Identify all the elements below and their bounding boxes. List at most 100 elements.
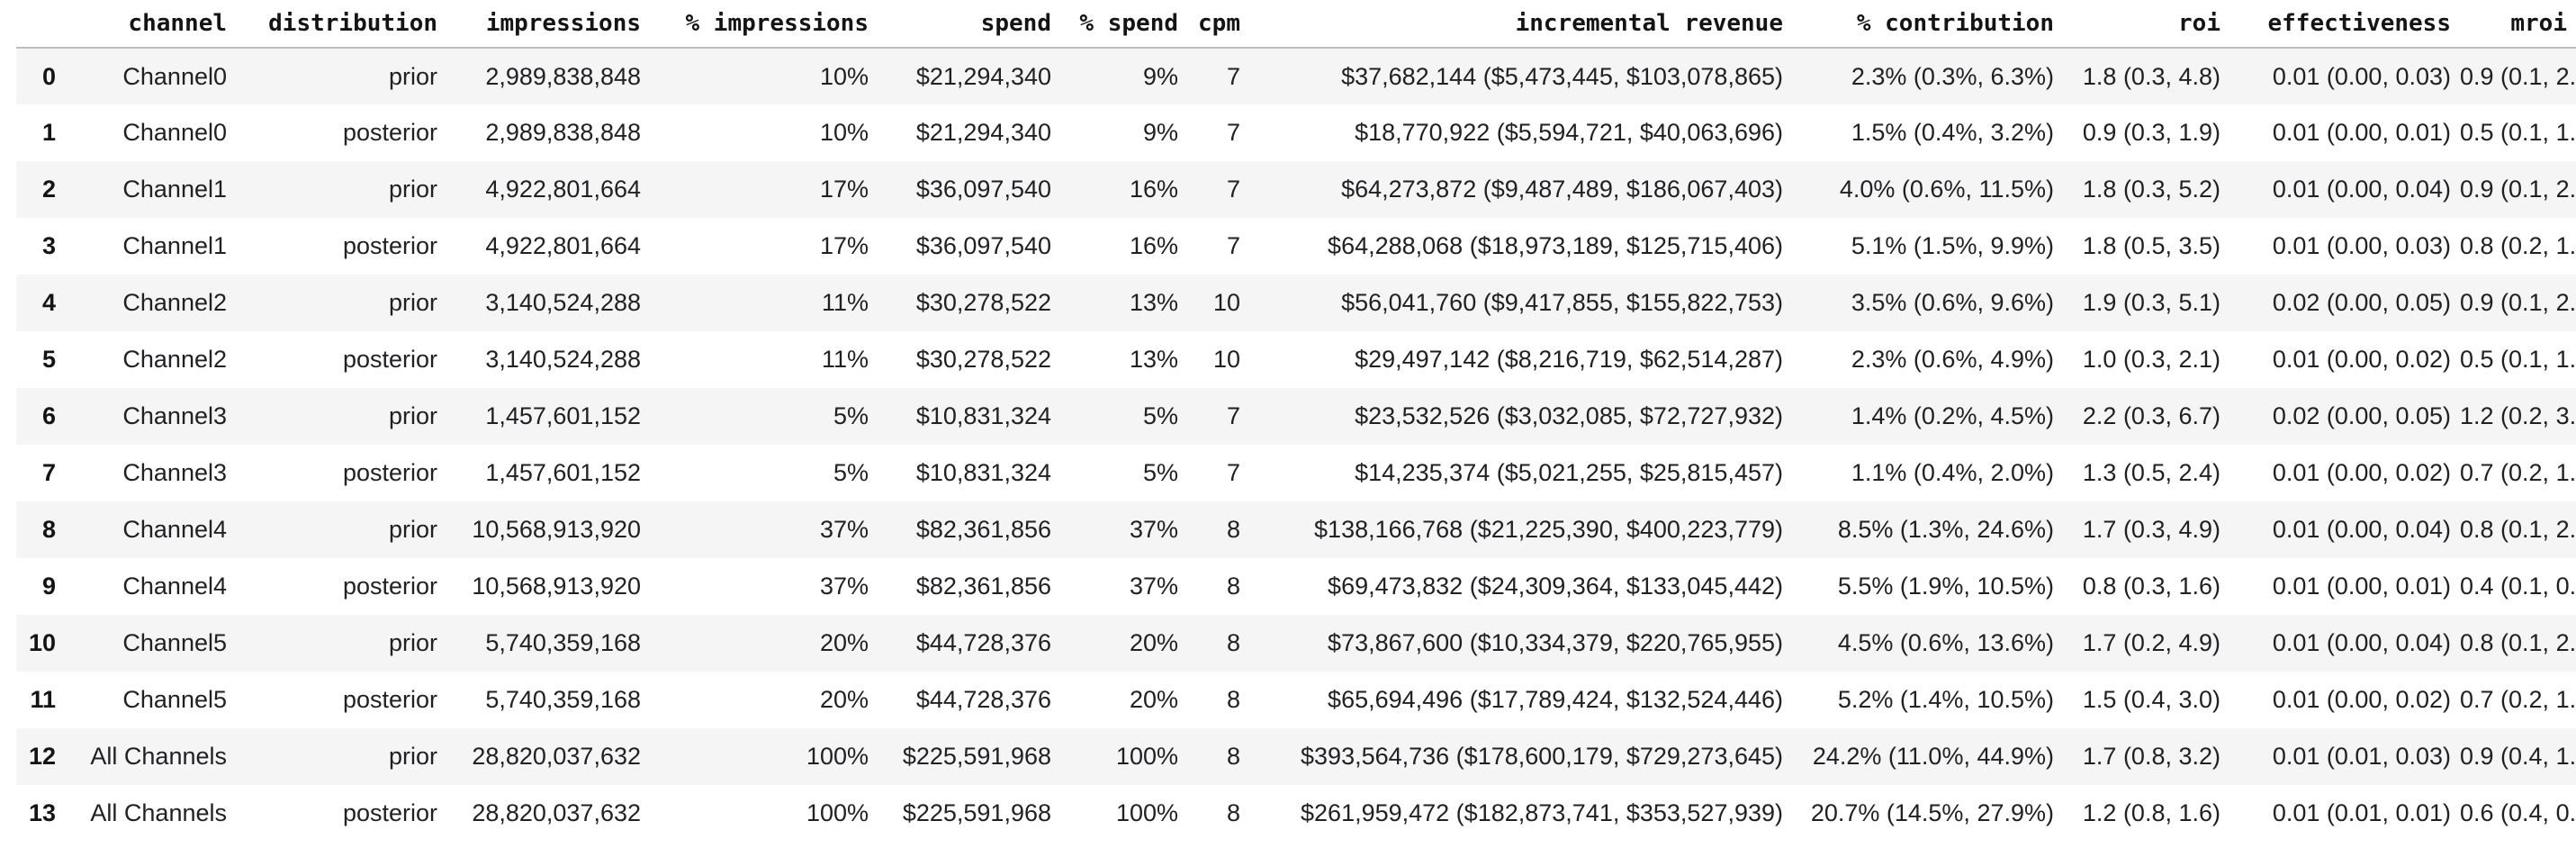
cell-effectiveness: 0.01 (0.00, 0.04) [2272, 516, 2451, 543]
cell-incremental-revenue: $73,867,600 ($10,334,379, $220,765,955) [1328, 629, 1783, 656]
column-header-cpm: cpm [1187, 0, 1249, 49]
cell-impressions: 10,568,913,920 [472, 516, 641, 543]
row-index: 3 [41, 232, 56, 259]
row-index: 4 [41, 289, 56, 316]
table-row: 9 Channel4 posterior 10,568,913,920 37% $82,3… [16, 558, 2576, 615]
cell-cpm: 7 [1226, 119, 1240, 146]
cell-pct-spend: 16% [1129, 232, 1178, 259]
cell-mroi: 0.9 (0.1, 2.7) [2460, 176, 2576, 203]
cell-distribution: prior [388, 629, 437, 656]
cell-pct-contribution: 2.3% (0.3%, 6.3%) [1851, 62, 2054, 90]
cell-mroi: 1.2 (0.2, 3.6) [2460, 402, 2576, 429]
cell-pct-contribution: 1.5% (0.4%, 3.2%) [1851, 119, 2054, 146]
cell-pct-impressions: 10% [819, 119, 869, 146]
cell-incremental-revenue: $64,288,068 ($18,973,189, $125,715,406) [1328, 232, 1783, 259]
cell-pct-contribution: 1.4% (0.2%, 4.5%) [1851, 402, 2054, 429]
table-row: 12 All Channels prior 28,820,037,632 100% $22… [16, 728, 2576, 785]
cell-impressions: 4,922,801,664 [485, 176, 641, 203]
cell-pct-contribution: 24.2% (11.0%, 44.9%) [1812, 743, 2054, 770]
cell-spend: $36,097,540 [915, 176, 1051, 203]
cell-impressions: 10,568,913,920 [472, 573, 641, 600]
cell-spend: $10,831,324 [915, 459, 1051, 486]
cell-pct-spend: 20% [1129, 686, 1178, 713]
cell-pct-spend: 13% [1129, 289, 1178, 316]
cell-impressions: 5,740,359,168 [485, 629, 641, 656]
cell-roi: 1.7 (0.2, 4.9) [2082, 629, 2220, 656]
cell-pct-impressions: 20% [819, 686, 869, 713]
cell-channel: Channel2 [122, 346, 227, 373]
cell-cpm: 7 [1226, 232, 1240, 259]
cell-mroi: 0.5 (0.1, 1.1) [2460, 346, 2576, 373]
cell-distribution: prior [388, 516, 437, 543]
table-row: 11 Channel5 posterior 5,740,359,168 20% $44,7… [16, 672, 2576, 728]
cell-effectiveness: 0.01 (0.01, 0.03) [2272, 743, 2451, 770]
cell-spend: $30,278,522 [915, 289, 1051, 316]
cell-pct-spend: 100% [1115, 799, 1178, 826]
cell-impressions: 5,740,359,168 [485, 686, 641, 713]
cell-cpm: 8 [1226, 516, 1240, 543]
row-index: 12 [28, 743, 56, 770]
cell-channel: Channel5 [122, 686, 227, 713]
cell-distribution: posterior [342, 799, 437, 826]
column-header-index [16, 0, 65, 49]
cell-spend: $21,294,340 [915, 62, 1051, 90]
cell-channel: Channel2 [122, 289, 227, 316]
cell-pct-contribution: 4.0% (0.6%, 11.5%) [1839, 176, 2054, 203]
cell-pct-impressions: 37% [819, 573, 869, 600]
cell-pct-spend: 20% [1129, 629, 1178, 656]
cell-effectiveness: 0.01 (0.01, 0.01) [2272, 799, 2451, 826]
cell-spend: $21,294,340 [915, 119, 1051, 146]
cell-incremental-revenue: $14,235,374 ($5,021,255, $25,815,457) [1355, 459, 1783, 486]
cell-effectiveness: 0.01 (0.00, 0.04) [2272, 629, 2451, 656]
cell-pct-spend: 37% [1129, 516, 1178, 543]
row-index: 0 [41, 62, 56, 90]
row-index: 8 [41, 516, 56, 543]
cell-pct-contribution: 5.2% (1.4%, 10.5%) [1837, 686, 2054, 713]
cell-spend: $10,831,324 [915, 402, 1051, 429]
cell-impressions: 28,820,037,632 [472, 799, 641, 826]
table-row: 0 Channel0 prior 2,989,838,848 10% $21,294,34… [16, 48, 2576, 104]
cell-incremental-revenue: $65,694,496 ($17,789,424, $132,524,446) [1328, 686, 1783, 713]
row-index: 13 [28, 799, 56, 826]
cell-channel: Channel3 [122, 459, 227, 486]
cell-pct-spend: 16% [1129, 176, 1178, 203]
cell-pct-impressions: 10% [819, 62, 869, 90]
cell-effectiveness: 0.01 (0.00, 0.01) [2272, 119, 2451, 146]
cell-mroi: 0.8 (0.1, 2.4) [2460, 516, 2576, 543]
cell-pct-impressions: 11% [821, 346, 869, 373]
cell-distribution: posterior [342, 459, 437, 486]
row-index: 11 [30, 686, 56, 713]
cell-mroi: 0.8 (0.2, 1.7) [2460, 232, 2576, 259]
cell-channel: Channel4 [122, 573, 227, 600]
cell-spend: $225,591,968 [902, 743, 1051, 770]
table-row: 13 All Channels posterior 28,820,037,632 100… [16, 785, 2576, 842]
table-row: 4 Channel2 prior 3,140,524,288 11% $30,278,52… [16, 275, 2576, 331]
cell-cpm: 10 [1212, 289, 1240, 316]
table-row: 5 Channel2 posterior 3,140,524,288 11% $30,27… [16, 331, 2576, 388]
cell-mroi: 0.9 (0.1, 2.6) [2460, 62, 2576, 90]
cell-roi: 1.9 (0.3, 5.1) [2082, 289, 2220, 316]
cell-roi: 1.0 (0.3, 2.1) [2082, 346, 2220, 373]
cell-channel: Channel4 [122, 516, 227, 543]
column-header-impressions: impressions [446, 0, 650, 49]
column-header-effectiveness: effectiveness [2229, 0, 2460, 49]
column-header-spend: spend [878, 0, 1060, 49]
cell-mroi: 0.7 (0.2, 1.4) [2460, 686, 2576, 713]
column-header-pct-impressions: % impressions [650, 0, 878, 49]
cell-pct-spend: 37% [1129, 573, 1178, 600]
cell-cpm: 10 [1212, 346, 1240, 373]
cell-distribution: prior [388, 176, 437, 203]
cell-effectiveness: 0.01 (0.00, 0.02) [2272, 459, 2451, 486]
cell-roi: 1.8 (0.3, 5.2) [2082, 176, 2220, 203]
cell-incremental-revenue: $69,473,832 ($24,309,364, $133,045,442) [1328, 573, 1783, 600]
cell-mroi: 0.8 (0.1, 2.6) [2460, 629, 2576, 656]
cell-cpm: 7 [1226, 402, 1240, 429]
table-row: 6 Channel3 prior 1,457,601,152 5% $10,831,324… [16, 388, 2576, 445]
header-row: channel distribution impressions% impressi… [16, 0, 2576, 49]
cell-pct-contribution: 20.7% (14.5%, 27.9%) [1810, 799, 2054, 826]
table-row: 1 Channel0 posterior 2,989,838,848 10% $21,29… [16, 104, 2576, 161]
cell-incremental-revenue: $23,532,526 ($3,032,085, $72,727,932) [1355, 402, 1783, 429]
cell-pct-impressions: 100% [806, 799, 869, 826]
cell-distribution: posterior [342, 119, 437, 146]
